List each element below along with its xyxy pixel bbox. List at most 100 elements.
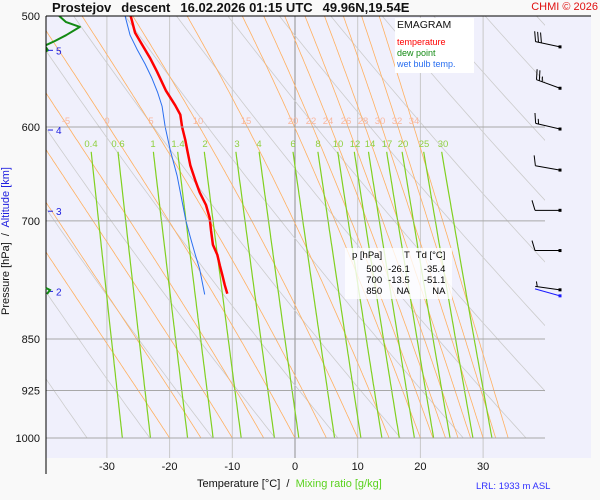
legend-title: EMAGRAM <box>397 19 452 31</box>
moist-adiabat-label: 28 <box>358 116 369 127</box>
table-cell: 850 <box>366 286 383 297</box>
moist-adiabat-label: 22 <box>306 116 317 127</box>
chart-title: Prostejov descent 16.02.2026 01:15 UTC 49.9… <box>52 0 419 15</box>
dew-point-surface-mark <box>45 287 52 295</box>
mixing-ratio-label: 25 <box>419 139 430 150</box>
mixing-ratio-line <box>317 151 362 439</box>
wind-barb-full <box>536 69 538 80</box>
moist-adiabat-label: 24 <box>323 116 334 127</box>
pressure-tick-label: 500 <box>22 11 40 23</box>
mixing-ratio-line <box>367 151 415 439</box>
y-label-separator: / <box>0 233 12 237</box>
table-row: 700 -13.5 -51.1 <box>349 275 448 286</box>
dry-adiabat <box>46 50 339 439</box>
dry-adiabat <box>330 16 545 263</box>
wind-barb-full <box>538 70 541 81</box>
y-label-pressure: Pressure [hPa] <box>0 242 12 315</box>
wind-barb-shaft <box>536 79 561 89</box>
summary-table: p [hPa] T Td [°C] 500 -26.1 -35.4 700 -13.5… <box>345 248 453 299</box>
moist-adiabat-label: 32 <box>392 116 403 127</box>
moist-adiabat-label: 0 <box>104 116 109 127</box>
wind-barb-shaft <box>535 122 561 130</box>
moist-adiabat <box>46 92 264 439</box>
altitude-tick-label: 5 <box>56 46 62 57</box>
mixing-ratio-line <box>152 151 189 439</box>
table-cell: 700 <box>366 275 383 286</box>
mixing-ratio-line <box>353 151 400 439</box>
mixing-ratio-label: 1 <box>150 139 155 150</box>
table-cell: -26.1 <box>388 264 410 275</box>
x-tick-label: -10 <box>224 461 240 473</box>
mixing-ratio-label: 3 <box>234 139 239 150</box>
moist-adiabat-label: 30 <box>375 116 386 127</box>
pressure-tick-label: 925 <box>22 386 40 398</box>
altitude-tick-label: 2 <box>56 287 62 298</box>
mixing-ratio-line <box>235 151 275 439</box>
mixing-ratio-label: 4 <box>256 139 261 150</box>
altitude-tick-label: 3 <box>56 207 62 218</box>
y-axis-label: Pressure [hPa] / Altitude [km] <box>0 151 12 331</box>
moist-adiabat <box>186 16 390 439</box>
moist-adiabat <box>81 16 327 439</box>
copyright: CHMI © 2026 <box>531 1 598 13</box>
legend: EMAGRAM temperature dew point wet bulb t… <box>395 18 474 73</box>
moist-adiabat <box>46 148 233 439</box>
mixing-ratio-line <box>292 151 336 439</box>
table-cell: -13.5 <box>388 275 410 286</box>
x-tick-label: -20 <box>162 461 178 473</box>
dry-adiabat <box>433 16 545 141</box>
mixing-ratio-line <box>117 151 152 439</box>
table-header: T <box>403 250 410 261</box>
legend-dew-point: dew point <box>397 48 436 58</box>
wind-barb-full <box>534 112 537 124</box>
wind-barb-half <box>535 281 538 287</box>
measured-wind-dot <box>558 294 562 298</box>
x-tick-label: -30 <box>99 461 115 473</box>
sounding-type: descent <box>121 0 171 15</box>
dry-adiabat <box>46 378 88 439</box>
mixing-ratio-label: 12 <box>350 139 361 150</box>
series-wet-bulb-temp-line <box>124 16 206 295</box>
mixing-ratio-line <box>337 151 383 439</box>
mixing-ratio-label: 0.6 <box>111 139 124 150</box>
wind-barb-full <box>534 31 537 42</box>
moist-adiabat-label: 15 <box>241 116 252 127</box>
x-tick-label: 30 <box>477 461 489 473</box>
wind-barb-full <box>531 200 536 211</box>
wind-barb-shaft <box>535 165 561 171</box>
table-header: p [hPa] <box>352 250 383 261</box>
mixing-ratio-label: 0.4 <box>84 139 97 150</box>
measured-wind-line <box>534 288 561 297</box>
x-tick-label: 0 <box>292 461 298 473</box>
dry-adiabat <box>278 16 545 327</box>
mixing-ratio-label: 2 <box>202 139 207 150</box>
pressure-tick-label: 850 <box>22 334 40 346</box>
pressure-tick-label: 700 <box>22 216 40 228</box>
dry-adiabat <box>46 207 213 439</box>
wind-barb-station-dot <box>558 249 562 253</box>
moist-adiabat-label: 10 <box>193 116 204 127</box>
station-coords: 49.96N,19.54E <box>322 0 410 15</box>
moist-adiabat-label: -5 <box>62 116 70 127</box>
y-label-altitude: Altitude [km] <box>0 167 12 228</box>
legend-wet-bulb: wet bulb temp. <box>397 59 456 69</box>
sounding-datetime: 16.02.2026 01:15 UTC <box>180 0 313 15</box>
wind-barb-station-dot <box>558 208 562 212</box>
moist-adiabat-label: 34 <box>409 116 420 127</box>
dry-adiabat <box>381 16 545 201</box>
x-label-temperature: Temperature [°C] <box>197 478 281 490</box>
pressure-tick-label: 1000 <box>16 433 40 445</box>
mixing-ratio-label: 30 <box>438 139 449 150</box>
moist-adiabat <box>46 201 202 439</box>
lrl-info: LRL: 1933 m ASL <box>476 481 551 492</box>
moist-adiabat <box>46 251 170 439</box>
wind-barb-station-dot <box>558 127 562 131</box>
moist-adiabat <box>378 16 509 439</box>
moist-adiabat-label: 5 <box>148 116 153 127</box>
mixing-ratio-label: 14 <box>365 139 376 150</box>
moist-adiabat-label: 26 <box>341 116 352 127</box>
mixing-ratio-line <box>258 151 300 439</box>
series-temperature-line <box>129 16 229 295</box>
